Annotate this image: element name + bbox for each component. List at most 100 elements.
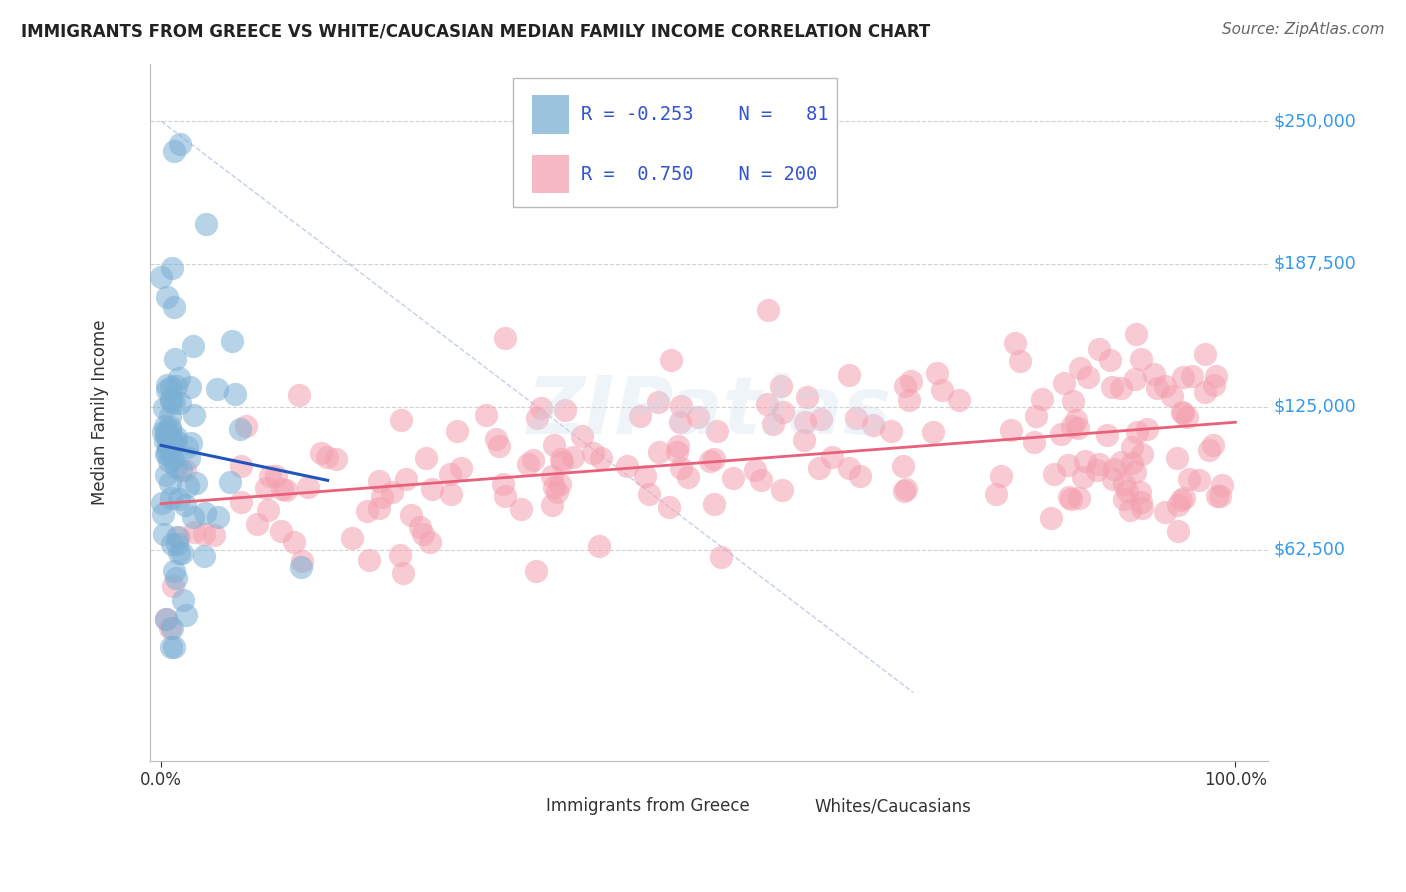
Point — [290, 559, 312, 574]
Point — [541, 469, 564, 483]
Point — [1116, 483, 1139, 498]
Point — [1077, 369, 1099, 384]
Point — [1062, 418, 1084, 433]
Point — [657, 500, 679, 514]
Point — [165, 460, 187, 475]
Point — [808, 460, 831, 475]
Text: R =  0.750    N = 200: R = 0.750 N = 200 — [581, 165, 817, 184]
Point — [1040, 511, 1063, 525]
Point — [990, 469, 1012, 483]
Point — [266, 469, 288, 483]
Point — [1181, 369, 1204, 384]
Point — [948, 392, 970, 407]
Point — [530, 401, 553, 416]
Point — [1170, 492, 1192, 507]
Point — [589, 450, 612, 465]
Point — [509, 502, 531, 516]
Point — [167, 546, 190, 560]
Point — [1154, 379, 1177, 393]
Point — [415, 451, 437, 466]
Point — [810, 412, 832, 426]
Point — [371, 491, 394, 505]
Text: $62,500: $62,500 — [1274, 541, 1346, 558]
Point — [1008, 354, 1031, 368]
Point — [548, 476, 571, 491]
Point — [156, 435, 179, 450]
Point — [167, 491, 190, 506]
Point — [541, 498, 564, 512]
Point — [446, 424, 468, 438]
Point — [1069, 361, 1091, 376]
Point — [762, 417, 785, 432]
Point — [1102, 462, 1125, 476]
Point — [710, 550, 733, 565]
Point — [395, 472, 418, 486]
Point — [793, 434, 815, 448]
Point — [1000, 423, 1022, 437]
Point — [488, 439, 510, 453]
Point — [1202, 378, 1225, 392]
Point — [194, 506, 217, 520]
Point — [1146, 381, 1168, 395]
Point — [1171, 405, 1194, 419]
Point — [1205, 368, 1227, 383]
Point — [194, 217, 217, 231]
Point — [1173, 491, 1195, 505]
Point — [669, 399, 692, 413]
Point — [1025, 409, 1047, 423]
Point — [160, 429, 183, 443]
Point — [703, 497, 725, 511]
Point — [1053, 376, 1076, 390]
Point — [485, 432, 508, 446]
Point — [1031, 392, 1053, 406]
Point — [676, 470, 699, 484]
Point — [1136, 422, 1159, 436]
Point — [159, 434, 181, 449]
Point — [183, 408, 205, 422]
Point — [183, 524, 205, 539]
Point — [163, 564, 186, 578]
Point — [1064, 413, 1087, 427]
Point — [796, 390, 818, 404]
Point — [409, 520, 432, 534]
Point — [288, 388, 311, 402]
Point — [205, 383, 228, 397]
Text: $187,500: $187,500 — [1274, 255, 1355, 273]
Point — [160, 640, 183, 654]
Point — [1206, 489, 1229, 503]
Point — [1123, 372, 1146, 386]
Point — [157, 438, 180, 452]
Point — [291, 554, 314, 568]
Point — [900, 375, 922, 389]
Point — [772, 405, 794, 419]
Point — [157, 443, 180, 458]
Point — [440, 487, 463, 501]
Text: Median Family Income: Median Family Income — [91, 319, 110, 505]
Point — [845, 411, 868, 425]
Point — [179, 450, 201, 465]
Point — [356, 504, 378, 518]
Point — [150, 270, 173, 285]
Point — [155, 427, 177, 442]
Point — [821, 450, 844, 464]
FancyBboxPatch shape — [508, 796, 533, 817]
Point — [193, 527, 215, 541]
Point — [1171, 406, 1194, 420]
Point — [439, 467, 461, 481]
Point — [744, 463, 766, 477]
Point — [163, 144, 186, 158]
Point — [165, 429, 187, 443]
Point — [163, 300, 186, 314]
Point — [389, 413, 412, 427]
Point — [648, 445, 671, 459]
Point — [155, 290, 177, 304]
Point — [756, 302, 779, 317]
FancyBboxPatch shape — [533, 154, 569, 193]
Point — [229, 422, 252, 436]
Point — [246, 516, 269, 531]
Point — [894, 379, 917, 393]
Point — [270, 524, 292, 538]
Point — [588, 540, 610, 554]
Point — [1102, 471, 1125, 485]
Point — [1095, 427, 1118, 442]
